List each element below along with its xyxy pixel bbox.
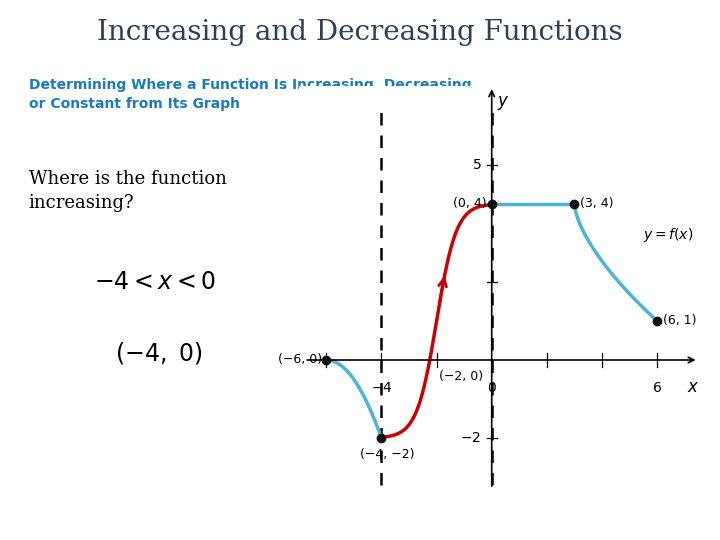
Text: Determining Where a Function Is Increasing, Decreasing,
or Constant from Its Gra: Determining Where a Function Is Increasi… [29, 78, 477, 111]
Text: $-4$: $-4$ [371, 381, 392, 395]
Text: $-4 < x < 0$: $-4 < x < 0$ [94, 270, 216, 294]
Text: (0, 4): (0, 4) [453, 197, 486, 210]
Text: x: x [687, 377, 697, 396]
Text: Increasing and Decreasing Functions: Increasing and Decreasing Functions [97, 19, 623, 46]
Text: $(-4,\ 0)$: $(-4,\ 0)$ [115, 340, 203, 366]
Text: $5$: $5$ [472, 158, 481, 172]
Text: $0$: $0$ [487, 381, 497, 395]
Text: $-2$: $-2$ [460, 431, 481, 445]
Text: Where is the function
increasing?: Where is the function increasing? [29, 170, 227, 212]
Text: y: y [498, 92, 507, 110]
Text: (−6, 0): (−6, 0) [278, 354, 323, 367]
Text: (3, 4): (3, 4) [580, 197, 613, 210]
Text: (6, 1): (6, 1) [662, 314, 696, 327]
Text: (−4, −2): (−4, −2) [360, 448, 414, 461]
Text: $6$: $6$ [652, 381, 662, 395]
Text: $y = f(x)$: $y = f(x)$ [643, 226, 693, 244]
Text: (−2, 0): (−2, 0) [439, 370, 483, 383]
